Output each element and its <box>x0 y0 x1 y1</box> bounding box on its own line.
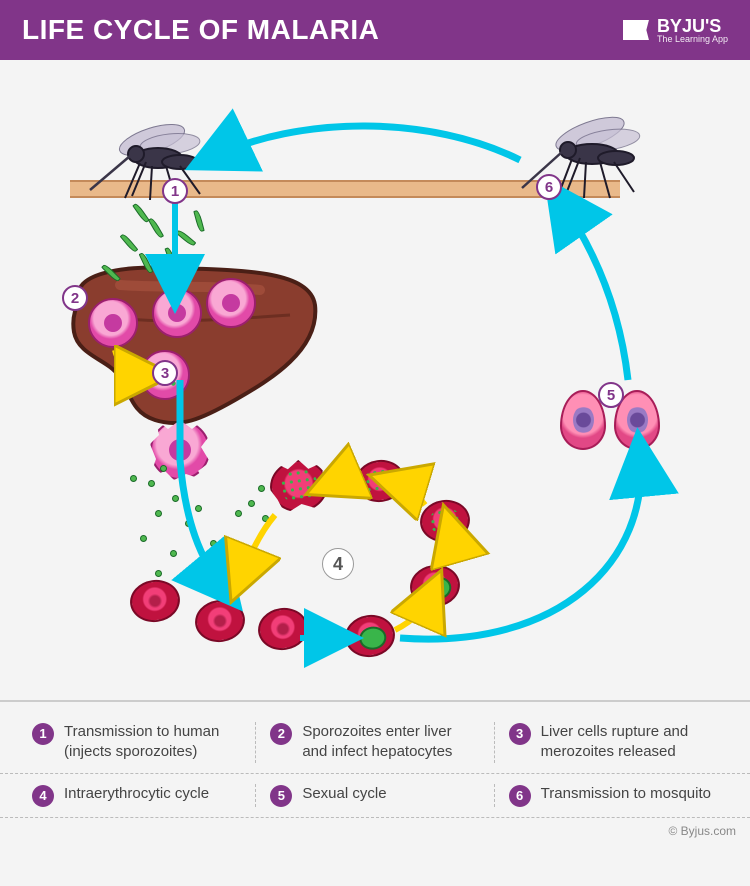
stage-marker-5: 5 <box>598 382 624 408</box>
legend-number: 4 <box>32 785 54 807</box>
stage-marker-2: 2 <box>62 285 88 311</box>
legend-row: 4 Intraerythrocytic cycle 5 Sexual cycle… <box>0 774 750 818</box>
merozoite <box>210 540 217 547</box>
rbc-schizont <box>417 497 472 546</box>
legend-number: 5 <box>270 785 292 807</box>
stage-marker-6: 6 <box>536 174 562 200</box>
stage-marker-4: 4 <box>322 548 354 580</box>
hepatocyte-cell <box>152 288 202 338</box>
stage-marker-1: 1 <box>162 178 188 204</box>
merozoite <box>130 475 137 482</box>
merozoite <box>155 510 162 517</box>
merozoite <box>185 520 192 527</box>
copyright: © Byjus.com <box>0 818 750 838</box>
merozoite <box>195 505 202 512</box>
merozoite <box>148 480 155 487</box>
mosquito-icon <box>510 106 650 196</box>
legend-number: 1 <box>32 723 54 745</box>
legend-item: 4 Intraerythrocytic cycle <box>18 784 256 807</box>
merozoite <box>235 510 242 517</box>
rbc-schizont-mature <box>352 457 407 506</box>
legend-text: Transmission to mosquito <box>541 784 711 804</box>
hepatocyte-cell <box>88 298 138 348</box>
legend-item: 6 Transmission to mosquito <box>495 784 732 807</box>
legend-number: 6 <box>509 785 531 807</box>
brand-flag-icon <box>623 20 649 40</box>
hepatocyte-cell <box>206 278 256 328</box>
stage-marker-3: 3 <box>152 360 178 386</box>
sporozoite <box>176 229 197 248</box>
sporozoite <box>120 233 139 254</box>
legend-row: 1 Transmission to human (injects sporozo… <box>0 712 750 774</box>
page-title: LIFE CYCLE OF MALARIA <box>22 14 379 46</box>
sporozoite <box>148 217 164 239</box>
sporozoite <box>193 210 204 233</box>
legend-item: 1 Transmission to human (injects sporozo… <box>18 722 256 763</box>
merozoite <box>172 495 179 502</box>
header-bar: LIFE CYCLE OF MALARIA BYJU'S The Learnin… <box>0 0 750 60</box>
malaria-cycle-diagram: 1 2 3 4 5 6 <box>0 60 750 700</box>
legend-item: 5 Sexual cycle <box>256 784 494 807</box>
legend-number: 3 <box>509 723 531 745</box>
legend-text: Intraerythrocytic cycle <box>64 784 209 804</box>
mosquito-icon <box>80 110 220 200</box>
merozoite <box>262 515 269 522</box>
red-blood-cell <box>192 597 247 646</box>
merozoite <box>140 535 147 542</box>
merozoite <box>195 560 202 567</box>
legend-item: 3 Liver cells rupture and merozoites rel… <box>495 722 732 763</box>
merozoite <box>155 570 162 577</box>
red-blood-cell <box>255 605 310 654</box>
legend-text: Sexual cycle <box>302 784 386 804</box>
legend-item: 2 Sporozoites enter liver and infect hep… <box>256 722 494 763</box>
legend-text: Transmission to human (injects sporozoit… <box>64 722 241 763</box>
brand-name: BYJU'S <box>657 17 728 35</box>
merozoite <box>248 500 255 507</box>
brand-tagline: The Learning App <box>657 35 728 44</box>
red-blood-cell <box>127 577 182 626</box>
merozoite <box>258 485 265 492</box>
legend: 1 Transmission to human (injects sporozo… <box>0 700 750 842</box>
legend-number: 2 <box>270 723 292 745</box>
rbc-trophozoite <box>407 562 462 611</box>
legend-text: Sporozoites enter liver and infect hepat… <box>302 722 479 763</box>
sporozoite <box>132 202 150 223</box>
merozoite <box>170 550 177 557</box>
rbc-burst <box>267 456 332 516</box>
rbc-ring-stage <box>342 612 397 661</box>
liver-icon <box>60 260 320 430</box>
merozoite <box>160 465 167 472</box>
legend-text: Liver cells rupture and merozoites relea… <box>541 722 718 763</box>
hepatocyte-rupture <box>150 420 210 480</box>
brand-logo: BYJU'S The Learning App <box>623 17 728 44</box>
